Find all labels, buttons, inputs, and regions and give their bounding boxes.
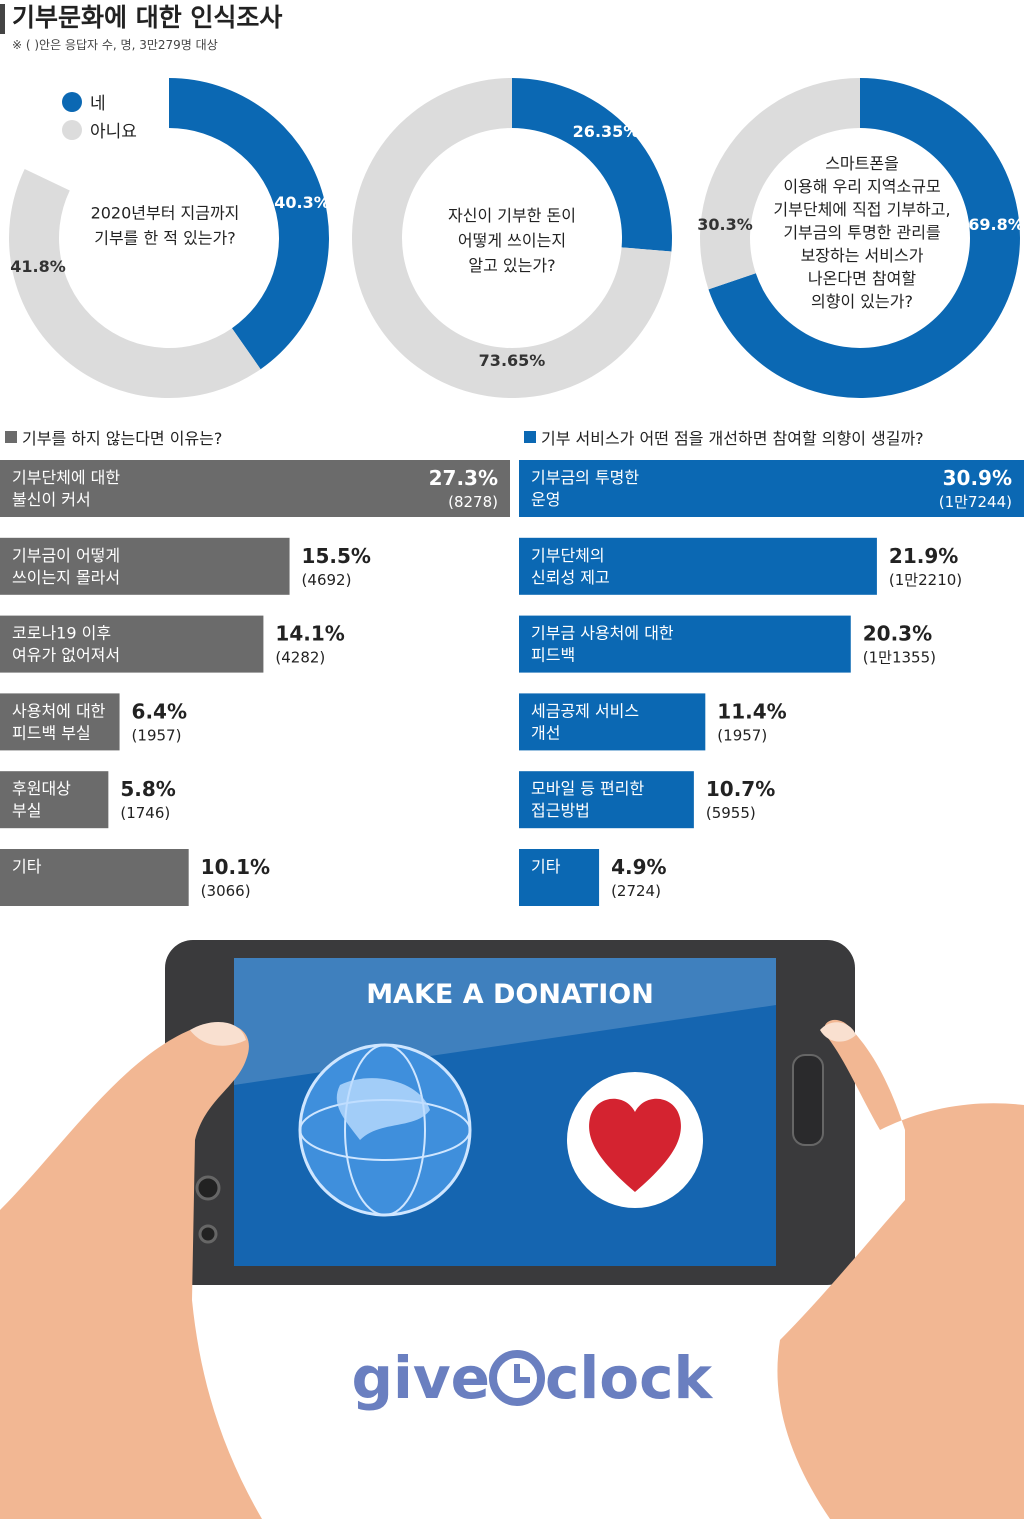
logo-clock-hands [514, 1364, 530, 1383]
bar [0, 849, 189, 906]
bar-category: 세금공제 서비스 개선 [531, 701, 639, 742]
page-note: ※ ( )안은 응답자 수, 명, 3만279명 대상 [12, 38, 218, 52]
bar [0, 615, 264, 673]
donut-segment [169, 78, 330, 370]
bar-category: 기부금이 어떻게 쓰이는지 몰라서 [12, 546, 120, 587]
bar-category: 기부단체에 대한 불신이 커서 [12, 468, 120, 509]
bar-category: 코로나19 이후 여유가 없어져서 [12, 624, 120, 665]
bar [0, 693, 120, 751]
title-square [5, 431, 17, 443]
donut-segment [512, 78, 673, 252]
phone-camera [195, 1175, 221, 1201]
donut-segment [352, 78, 672, 399]
value-label: 69.8% [968, 215, 1024, 234]
count-label: (1만7244) [939, 493, 1012, 511]
phone-sensor [198, 1224, 218, 1244]
value-label: 30.9% [943, 466, 1012, 490]
legend-swatch [62, 120, 82, 140]
value-label: 10.1% [201, 855, 270, 879]
right-thumbnail [820, 1022, 856, 1042]
page-title: 기부문화에 대한 인식조사 [12, 3, 282, 32]
count-label: (1957) [717, 726, 767, 744]
title-bar [0, 4, 5, 34]
value-label: 73.65% [479, 351, 546, 370]
logo-clock [489, 1350, 545, 1406]
value-label: 14.1% [275, 622, 344, 646]
donut-segment [708, 78, 1021, 399]
heart [589, 1098, 681, 1192]
bar [519, 849, 600, 906]
bar [519, 615, 851, 673]
donut: 40.3% 41.8% 2020년부터 지금까지 기부를 한 적 있는가? [8, 78, 330, 399]
value-label: 41.8% [10, 257, 66, 276]
value-label: 5.8% [120, 777, 175, 801]
globe-land [336, 1078, 430, 1140]
bar-category: 기부단체의 신뢰성 제고 [531, 546, 610, 587]
legend-swatch [62, 92, 82, 112]
donut-segment [8, 168, 261, 399]
legend-label: 아니요 [90, 122, 137, 142]
bar [0, 460, 510, 517]
value-label: 27.3% [429, 466, 498, 490]
value-label: 15.5% [302, 544, 371, 568]
count-label: (1746) [120, 804, 170, 822]
phone-button [792, 1054, 824, 1146]
illustration [0, 940, 1024, 1519]
left-thumbnail [190, 1021, 246, 1046]
bar [519, 537, 877, 595]
value-label: 26.35% [573, 122, 640, 141]
bar-category: 기부금의 투명한 운영 [531, 468, 639, 509]
value-label: 40.3% [274, 193, 330, 212]
donut: 69.8% 30.3% 스마트폰을 이용해 우리 지역소규모 기부단체에 직접 기부하고… [697, 78, 1024, 399]
bar-category: 기타 [12, 857, 42, 876]
bar [519, 771, 694, 829]
donut-segment [700, 78, 860, 290]
bar [0, 537, 290, 595]
value-label: 21.9% [889, 544, 958, 568]
globe-meridian [344, 1044, 426, 1216]
count-label: (2724) [611, 882, 661, 900]
bar [519, 460, 1024, 517]
count-label: (3066) [201, 882, 251, 900]
bar-chart: 기부를 하지 않는다면 이유는? 기부단체에 대한 불신이 커서 27.3% (8278… [0, 429, 510, 906]
value-label: 30.3% [697, 215, 753, 234]
donut: 26.35% 73.65% 자신이 기부한 돈이 어떻게 쓰이는지 알고 있는가? [352, 78, 673, 399]
count-label: (1957) [132, 726, 182, 744]
donut-question: 2020년부터 지금까지 기부를 한 적 있는가? [91, 204, 240, 248]
right-hand [777, 1019, 1024, 1519]
logo-give: give [351, 1344, 490, 1412]
screen-text: MAKE A DONATION [366, 979, 654, 1010]
legend-label: 네 [90, 94, 106, 114]
bar-chart: 기부 서비스가 어떤 점을 개선하면 참여할 의향이 생길까? 기부금의 투명한 운… [519, 429, 1024, 906]
logo-clock-text: clock [545, 1344, 713, 1412]
count-label: (8278) [448, 493, 498, 511]
value-label: 10.7% [706, 777, 775, 801]
bar [519, 693, 706, 751]
bar-category: 모바일 등 편리한 접근방법 [531, 779, 644, 820]
bar-category: 기타 [531, 857, 561, 876]
value-label: 4.9% [611, 855, 666, 879]
count-label: (5955) [706, 804, 756, 822]
count-label: (1만2210) [889, 571, 962, 589]
value-label: 6.4% [132, 699, 187, 723]
count-label: (4282) [275, 649, 325, 667]
value-label: 20.3% [863, 622, 932, 646]
bar-chart-title: 기부 서비스가 어떤 점을 개선하면 참여할 의향이 생길까? [541, 429, 924, 448]
bar-category: 후원대상 부실 [12, 779, 71, 820]
donut-question: 자신이 기부한 돈이 어떻게 쓰이는지 알고 있는가? [448, 206, 576, 275]
count-label: (4692) [302, 571, 352, 589]
left-hand [0, 1023, 262, 1519]
donut-question: 스마트폰을 이용해 우리 지역소규모 기부단체에 직접 기부하고, 기부금의 투명한 … [773, 154, 950, 311]
value-label: 11.4% [717, 699, 786, 723]
count-label: (1만1355) [863, 649, 936, 667]
bar-category: 사용처에 대한 피드백 부실 [12, 701, 106, 742]
bar-chart-title: 기부를 하지 않는다면 이유는? [22, 429, 222, 448]
bar-category: 기부금 사용처에 대한 피드백 [531, 624, 674, 665]
bar [0, 771, 109, 829]
title-square [524, 431, 536, 443]
